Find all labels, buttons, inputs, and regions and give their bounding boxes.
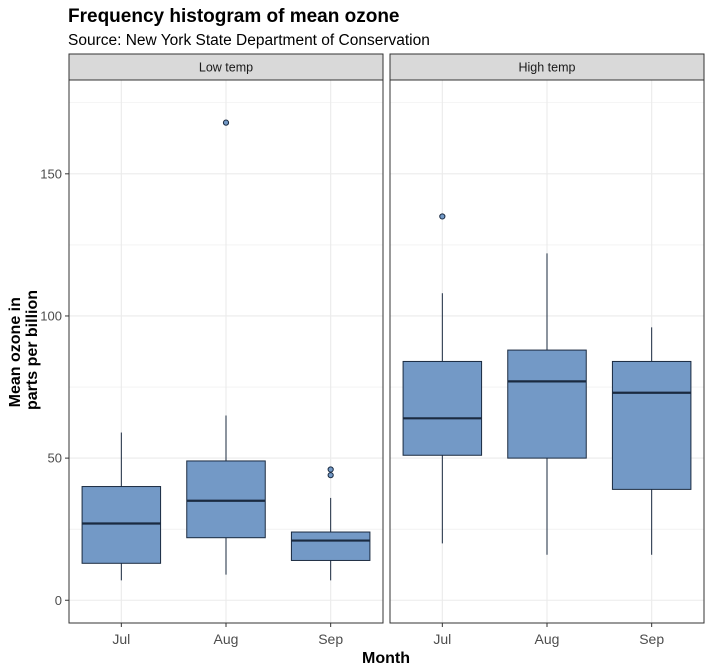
box-high-temp-jul xyxy=(402,360,483,456)
y-tick-label: 100 xyxy=(40,308,62,323)
y-axis-title-line-1: Mean ozone in xyxy=(7,297,24,407)
facet-strip-0 xyxy=(68,53,384,81)
outlier-point xyxy=(439,213,446,220)
box-high-temp-aug xyxy=(507,349,587,459)
outlier-point xyxy=(327,466,334,473)
outlier-point xyxy=(327,472,334,479)
box-low-temp-aug xyxy=(186,460,266,539)
chart-title: Frequency histogram of mean ozone xyxy=(68,6,400,27)
x-tick-label: Sep xyxy=(639,631,664,647)
facet-label-0: Low temp xyxy=(199,61,253,75)
x-tick-label: Jul xyxy=(112,631,130,647)
y-axis-title-line-2: parts per billion xyxy=(24,290,41,410)
y-axis-title: Mean ozone in parts per billion xyxy=(7,290,41,410)
x-tick-label: Jul xyxy=(433,631,451,647)
x-axis-title: Month xyxy=(362,650,410,667)
x-tick-label: Sep xyxy=(318,631,343,647)
y-tick-label: 0 xyxy=(55,593,62,608)
y-tick-label: 150 xyxy=(40,166,62,181)
outlier-point xyxy=(222,119,230,126)
facet-label-1: High temp xyxy=(519,61,576,75)
x-tick-label: Aug xyxy=(535,631,560,647)
box-low-temp-sep xyxy=(290,531,371,561)
x-tick-label: Aug xyxy=(214,631,239,647)
facet-strip-1 xyxy=(389,53,705,81)
box-low-temp-jul xyxy=(81,486,162,564)
chart-subtitle: Source: New York State Department of Con… xyxy=(68,32,430,49)
box-high-temp-sep xyxy=(611,360,692,490)
y-tick-label: 50 xyxy=(48,451,62,466)
